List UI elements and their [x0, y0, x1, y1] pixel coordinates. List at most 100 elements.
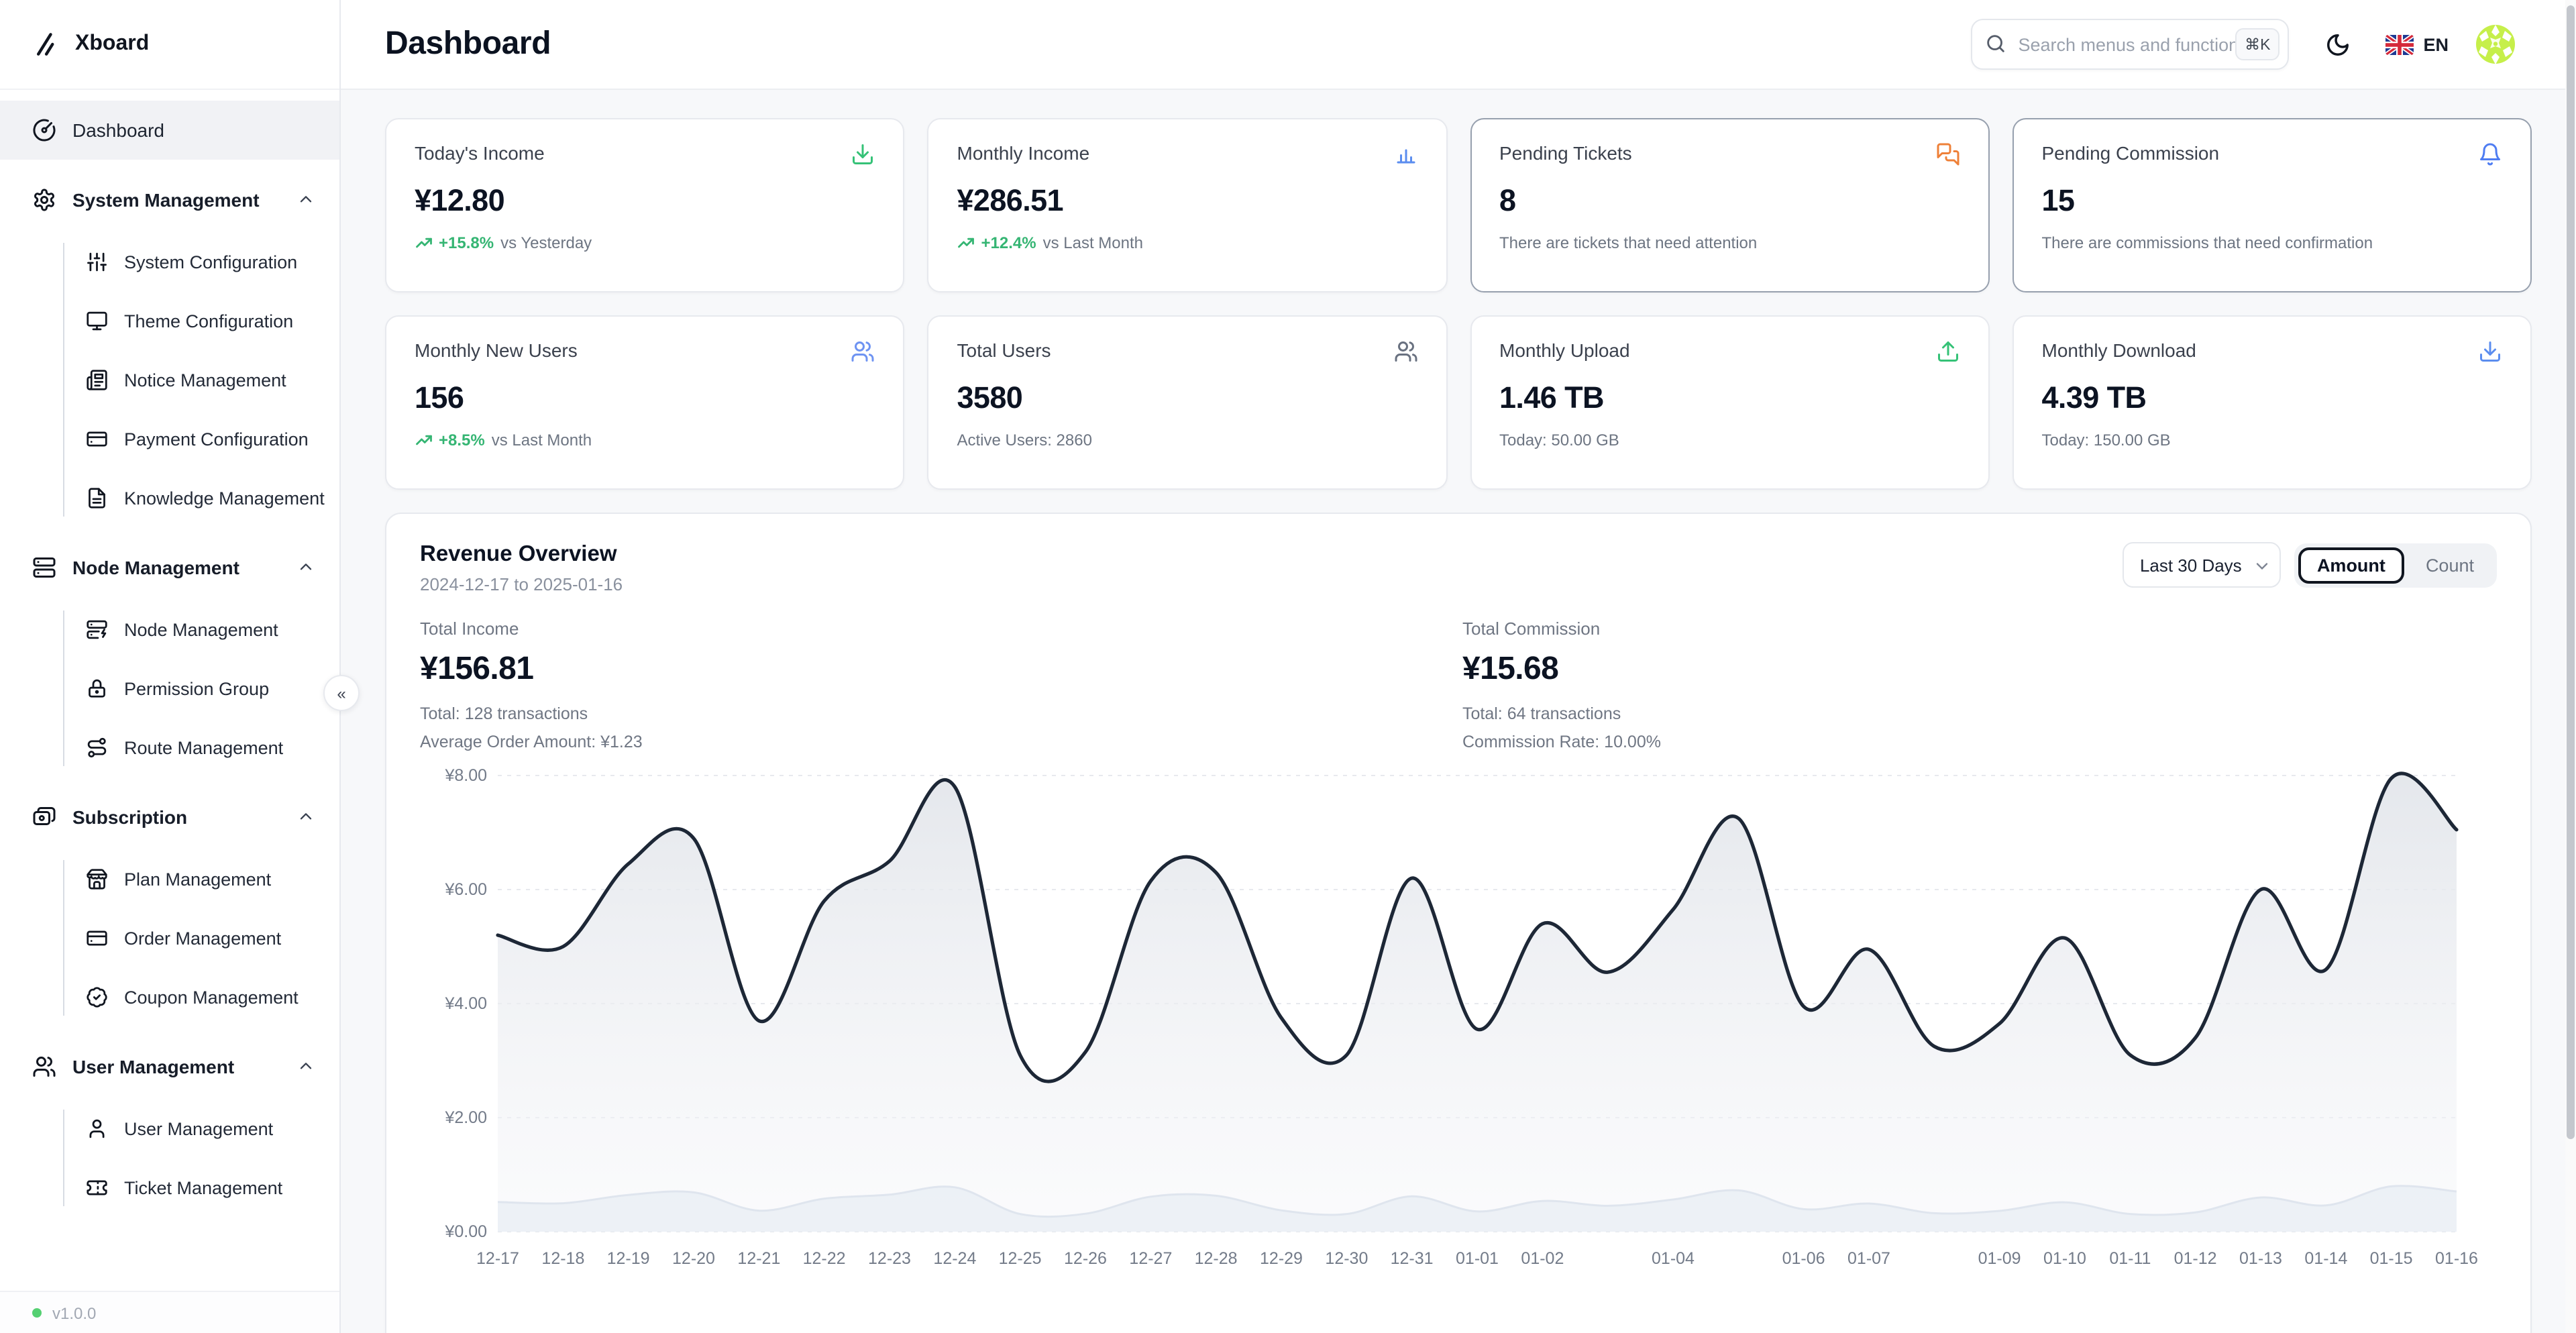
- sidebar-item-label: Dashboard: [72, 119, 164, 141]
- stat-card-subtext: +12.4% vs Last Month: [957, 233, 1418, 252]
- total-income-transactions: Total: 128 transactions: [420, 704, 588, 723]
- toggle-amount-button[interactable]: Amount: [2298, 547, 2404, 583]
- svg-text:12-23: 12-23: [868, 1249, 911, 1268]
- trend-note: vs Last Month: [1042, 233, 1143, 252]
- svg-text:01-16: 01-16: [2435, 1249, 2478, 1268]
- stat-card-title: Pending Commission: [2041, 142, 2220, 164]
- chevron-up-icon: [297, 1057, 315, 1076]
- svg-text:01-14: 01-14: [2304, 1249, 2347, 1268]
- svg-text:¥6.00: ¥6.00: [444, 880, 487, 899]
- trend-note: vs Yesterday: [500, 233, 592, 252]
- svg-text:01-02: 01-02: [1521, 1249, 1564, 1268]
- stat-card-value: 8: [1499, 184, 1516, 217]
- svg-text:¥8.00: ¥8.00: [444, 766, 487, 785]
- language-selector[interactable]: EN: [2385, 34, 2449, 54]
- sidebar-item-coupon-management[interactable]: Coupon Management: [63, 967, 339, 1026]
- sidebar-item-ticket-management[interactable]: Ticket Management: [63, 1158, 339, 1217]
- sidebar-section-label: Node Management: [72, 557, 239, 578]
- total-commission-label: Total Commission: [1462, 619, 1601, 639]
- sidebar-section-system-management[interactable]: System Management: [0, 170, 339, 229]
- revenue-overview-card: Revenue Overview 2024-12-17 to 2025-01-1…: [385, 513, 2532, 1333]
- store-icon: [86, 868, 108, 890]
- moon-icon: [2324, 32, 2350, 57]
- svg-text:01-13: 01-13: [2239, 1249, 2282, 1268]
- sidebar-section-label: Subscription: [72, 806, 188, 828]
- date-range-select[interactable]: Last 30 Days: [2122, 542, 2281, 588]
- svg-text:12-19: 12-19: [607, 1249, 650, 1268]
- sidebar-item-system-configuration[interactable]: System Configuration: [63, 232, 339, 291]
- total-commission-value: ¥15.68: [1462, 651, 1559, 687]
- svg-text:01-15: 01-15: [2370, 1249, 2413, 1268]
- total-income-block: Total Income ¥156.81 Total: 128 transact…: [420, 619, 1462, 751]
- scrollbar-track: [2565, 0, 2576, 1333]
- sidebar-nav: Dashboard System Management System Confi…: [0, 90, 339, 1291]
- search-box: ⌘K: [1971, 19, 2290, 70]
- revenue-header: Revenue Overview 2024-12-17 to 2025-01-1…: [420, 542, 2497, 594]
- svg-text:12-21: 12-21: [737, 1249, 780, 1268]
- stat-card-today-s-income: Today's Income ¥12.80 +15.8% vs Yesterday: [385, 118, 905, 292]
- toggle-count-button[interactable]: Count: [2407, 547, 2493, 583]
- total-income-value: ¥156.81: [420, 651, 534, 687]
- sidebar-item-plan-management[interactable]: Plan Management: [63, 849, 339, 908]
- svg-text:01-07: 01-07: [1847, 1249, 1890, 1268]
- user-avatar[interactable]: [2473, 19, 2522, 69]
- lock-icon: [86, 678, 108, 700]
- sidebar-item-knowledge-management[interactable]: Knowledge Management: [63, 468, 339, 527]
- sidebar-subitem-label: Payment Configuration: [124, 429, 309, 449]
- total-income-label: Total Income: [420, 619, 519, 639]
- sidebar-item-route-management[interactable]: Route Management: [63, 718, 339, 777]
- sidebar-group: Subscription Plan Management Order Manag…: [0, 788, 339, 1026]
- logo-icon: [32, 30, 62, 59]
- app-name: Xboard: [75, 32, 150, 55]
- svg-text:12-28: 12-28: [1195, 1249, 1238, 1268]
- sidebar-item-notice-management[interactable]: Notice Management: [63, 350, 339, 409]
- sidebar-group: System Management System Configuration T…: [0, 170, 339, 527]
- search-input[interactable]: [1971, 19, 2290, 70]
- sidebar-item-user-management[interactable]: User Management: [63, 1099, 339, 1158]
- file-text-icon: [86, 487, 108, 509]
- sidebar-item-theme-configuration[interactable]: Theme Configuration: [63, 291, 339, 350]
- stat-card-subtext: Active Users: 2860: [957, 431, 1092, 449]
- stat-card-value: 3580: [957, 381, 1023, 415]
- svg-text:¥4.00: ¥4.00: [444, 994, 487, 1013]
- stat-card-monthly-income: Monthly Income ¥286.51 +12.4% vs Last Mon…: [927, 118, 1447, 292]
- svg-text:01-12: 01-12: [2174, 1249, 2217, 1268]
- sidebar-item-payment-configuration[interactable]: Payment Configuration: [63, 409, 339, 468]
- revenue-date-range: 2024-12-17 to 2025-01-16: [420, 574, 623, 594]
- stat-cards: Today's Income ¥12.80 +15.8% vs Yesterday…: [385, 118, 2532, 490]
- trend-note: vs Last Month: [491, 431, 592, 449]
- sidebar-section-node-management[interactable]: Node Management: [0, 538, 339, 597]
- date-range-value: Last 30 Days: [2139, 555, 2242, 575]
- svg-text:12-20: 12-20: [672, 1249, 715, 1268]
- monitor-icon: [86, 310, 108, 332]
- topbar-actions: ⌘K EN: [1971, 19, 2522, 70]
- sidebar-item-order-management[interactable]: Order Management: [63, 908, 339, 967]
- sidebar-subitem-label: User Management: [124, 1118, 274, 1138]
- newspaper-icon: [86, 369, 108, 391]
- view-toggle: Amount Count: [2294, 543, 2497, 587]
- upload-icon: [1936, 339, 1960, 364]
- messages-icon: [1936, 142, 1960, 166]
- badge-check-icon: [86, 986, 108, 1008]
- stat-card-title: Pending Tickets: [1499, 142, 1632, 164]
- language-label: EN: [2423, 34, 2449, 54]
- stat-card-subtext: Today: 150.00 GB: [2041, 431, 2171, 449]
- svg-text:12-22: 12-22: [803, 1249, 846, 1268]
- page-title: Dashboard: [385, 25, 551, 62]
- stat-card-total-users: Total Users 3580 Active Users: 2860: [927, 315, 1447, 490]
- sidebar-item-permission-group[interactable]: Permission Group: [63, 659, 339, 718]
- sidebar-section-subscription[interactable]: Subscription: [0, 788, 339, 847]
- download-icon: [2478, 339, 2502, 364]
- svg-text:01-01: 01-01: [1456, 1249, 1499, 1268]
- svg-text:¥0.00: ¥0.00: [444, 1222, 487, 1241]
- sidebar-item-node-management[interactable]: Node Management: [63, 600, 339, 659]
- sidebar-item-dashboard[interactable]: Dashboard: [0, 101, 339, 160]
- sidebar-section-user-management[interactable]: User Management: [0, 1037, 339, 1096]
- sidebar-collapse-button[interactable]: «: [323, 675, 360, 711]
- svg-text:12-17: 12-17: [476, 1249, 519, 1268]
- server-icon: [32, 555, 56, 580]
- search-icon: [1984, 32, 2007, 55]
- dark-mode-toggle[interactable]: [2313, 20, 2361, 68]
- scrollbar-thumb[interactable]: [2567, 5, 2575, 1139]
- stat-card-monthly-upload: Monthly Upload 1.46 TB Today: 50.00 GB: [1470, 315, 1990, 490]
